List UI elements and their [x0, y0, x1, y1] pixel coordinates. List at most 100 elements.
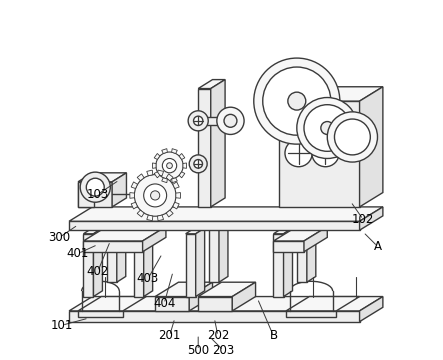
Polygon shape [137, 174, 144, 181]
Circle shape [194, 159, 202, 168]
Circle shape [162, 158, 177, 173]
Polygon shape [154, 153, 160, 159]
Text: 403: 403 [137, 272, 159, 285]
Text: 401: 401 [67, 247, 89, 260]
Polygon shape [176, 193, 180, 198]
Polygon shape [179, 172, 185, 178]
Polygon shape [147, 170, 153, 176]
Polygon shape [83, 241, 143, 252]
Polygon shape [155, 282, 213, 297]
Circle shape [156, 152, 183, 179]
Polygon shape [69, 221, 360, 230]
Polygon shape [209, 220, 219, 282]
Polygon shape [173, 202, 179, 209]
Polygon shape [166, 174, 173, 181]
Polygon shape [83, 234, 93, 297]
Text: 402: 402 [86, 265, 109, 278]
Text: 102: 102 [352, 213, 374, 226]
Bar [198, 117, 230, 125]
Circle shape [263, 67, 331, 135]
Polygon shape [273, 228, 292, 234]
Polygon shape [183, 163, 187, 168]
Circle shape [334, 119, 370, 155]
Polygon shape [196, 228, 205, 297]
Polygon shape [279, 87, 383, 101]
Polygon shape [157, 170, 163, 176]
Text: 201: 201 [158, 329, 181, 342]
Polygon shape [297, 214, 316, 220]
Polygon shape [130, 193, 135, 198]
Polygon shape [297, 220, 307, 282]
Polygon shape [286, 311, 336, 318]
Polygon shape [186, 228, 205, 234]
Circle shape [189, 155, 207, 173]
Polygon shape [131, 202, 137, 209]
Polygon shape [134, 234, 144, 297]
Polygon shape [78, 297, 146, 311]
Polygon shape [273, 234, 284, 297]
Circle shape [327, 112, 377, 162]
Circle shape [80, 172, 110, 202]
Polygon shape [78, 311, 123, 318]
Polygon shape [143, 226, 166, 252]
Text: 404: 404 [153, 297, 175, 310]
Polygon shape [198, 297, 232, 311]
Polygon shape [198, 282, 256, 297]
Polygon shape [273, 241, 304, 252]
Polygon shape [144, 228, 153, 297]
Polygon shape [134, 228, 153, 234]
Polygon shape [171, 149, 177, 153]
Circle shape [194, 116, 203, 126]
Polygon shape [198, 80, 225, 89]
Circle shape [321, 122, 334, 134]
Polygon shape [209, 214, 228, 220]
Circle shape [134, 175, 176, 216]
Polygon shape [273, 226, 327, 241]
Text: 202: 202 [207, 329, 229, 342]
Polygon shape [152, 163, 156, 168]
Polygon shape [360, 207, 383, 230]
Polygon shape [360, 297, 383, 321]
Circle shape [304, 105, 350, 151]
Polygon shape [179, 153, 185, 159]
Polygon shape [83, 226, 166, 241]
Polygon shape [307, 214, 316, 282]
Polygon shape [232, 282, 256, 311]
Text: A: A [373, 240, 381, 253]
Polygon shape [131, 182, 137, 189]
Polygon shape [284, 228, 292, 297]
Polygon shape [78, 173, 126, 182]
Bar [78, 182, 94, 207]
Polygon shape [304, 226, 327, 252]
Circle shape [188, 111, 208, 131]
Circle shape [144, 184, 167, 207]
Polygon shape [219, 214, 228, 282]
Polygon shape [157, 215, 163, 221]
Polygon shape [360, 87, 383, 207]
Polygon shape [117, 214, 126, 282]
Polygon shape [147, 215, 153, 221]
Polygon shape [279, 101, 360, 207]
Text: B: B [269, 329, 278, 342]
Circle shape [151, 191, 160, 200]
Circle shape [167, 163, 172, 168]
Text: 203: 203 [212, 344, 234, 357]
Circle shape [217, 107, 244, 134]
Circle shape [254, 58, 340, 144]
Polygon shape [112, 173, 126, 207]
Polygon shape [78, 182, 112, 207]
Circle shape [285, 139, 312, 167]
Polygon shape [171, 178, 177, 183]
Polygon shape [107, 220, 117, 282]
Polygon shape [83, 228, 102, 234]
Polygon shape [186, 234, 196, 297]
Circle shape [297, 98, 358, 158]
Polygon shape [286, 297, 360, 311]
Polygon shape [155, 297, 189, 311]
Circle shape [288, 92, 306, 110]
Polygon shape [162, 149, 167, 153]
Text: 300: 300 [48, 231, 70, 244]
Polygon shape [198, 89, 211, 207]
Polygon shape [93, 228, 102, 297]
Polygon shape [162, 178, 167, 183]
